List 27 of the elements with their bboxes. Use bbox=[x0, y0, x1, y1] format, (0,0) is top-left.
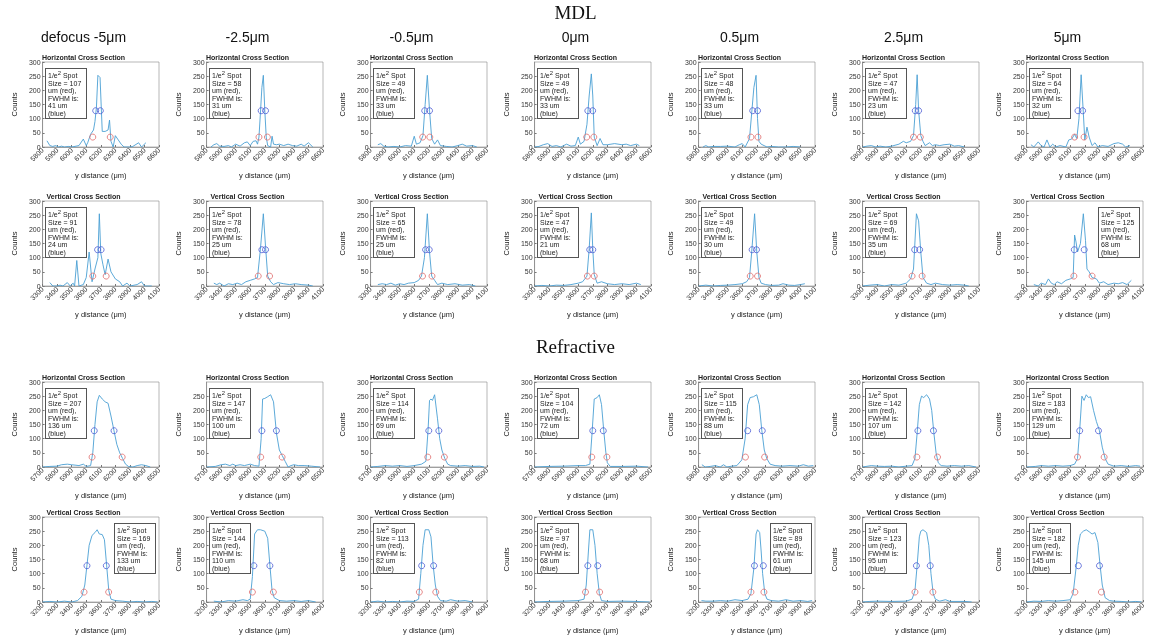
line-series bbox=[862, 213, 970, 287]
text: 5μm bbox=[1052, 29, 1083, 45]
line-series bbox=[213, 529, 317, 603]
text: 0.5μm bbox=[718, 29, 761, 45]
line-series bbox=[1033, 213, 1132, 287]
line-series bbox=[210, 74, 314, 148]
text: -0.5μm bbox=[388, 29, 435, 45]
text: defocus -5μm bbox=[39, 29, 128, 45]
line-series bbox=[698, 213, 806, 287]
text: -2.5μm bbox=[224, 29, 271, 45]
line-series bbox=[46, 74, 147, 148]
line-series bbox=[49, 213, 153, 287]
line-series bbox=[377, 213, 476, 287]
line-series bbox=[1030, 74, 1131, 148]
line-series bbox=[702, 74, 801, 148]
line-series bbox=[42, 394, 151, 468]
line-series bbox=[370, 529, 473, 603]
line-series bbox=[534, 73, 640, 148]
line-series bbox=[377, 74, 478, 148]
line-series bbox=[213, 213, 314, 287]
line-series bbox=[534, 212, 642, 287]
text: MDL bbox=[553, 2, 598, 24]
text: 0μm bbox=[560, 29, 591, 45]
line-series bbox=[862, 74, 965, 148]
text: 2.5μm bbox=[882, 29, 925, 45]
line-series bbox=[862, 529, 973, 603]
text: Refractive bbox=[534, 336, 617, 358]
